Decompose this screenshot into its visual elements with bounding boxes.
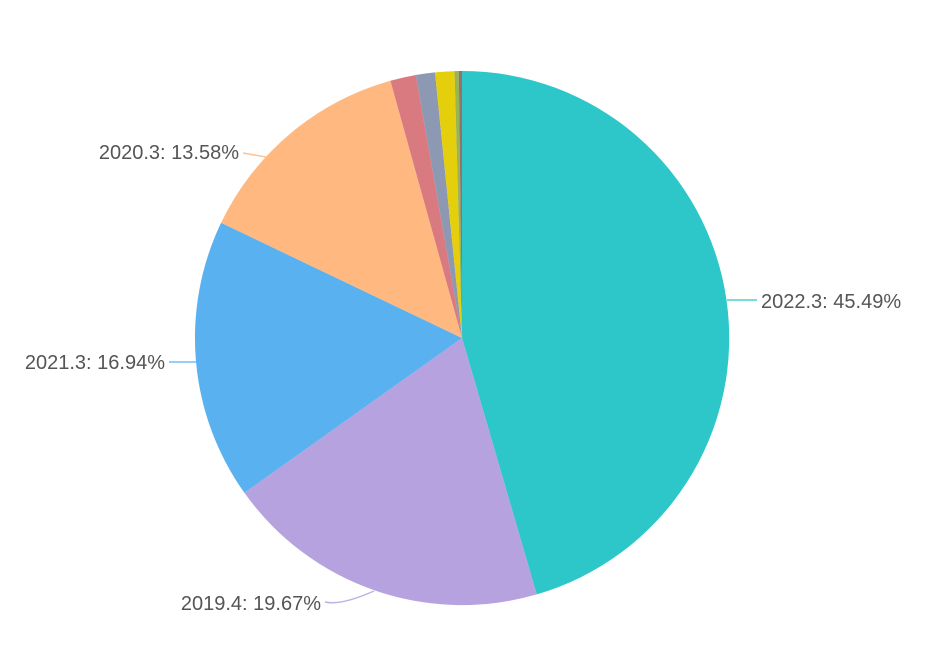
pie-slice-small-4[interactable]	[390, 75, 462, 338]
slice-label-2022.3: 2022.3: 45.49%	[761, 291, 901, 313]
pie-slice-2022.3[interactable]	[462, 70, 730, 595]
pie-slice-2019.4[interactable]	[244, 338, 537, 606]
leader-line-2020.3	[242, 152, 267, 158]
pie-slice-small-7[interactable]	[454, 71, 463, 338]
pie-slice-2020.3[interactable]	[221, 80, 462, 339]
pie-slice-2021.3[interactable]	[194, 222, 462, 493]
pie-slice-small-8[interactable]	[458, 70, 462, 338]
leader-line-2019.4	[324, 590, 375, 604]
slice-label-2021.3: 2021.3: 16.94%	[25, 352, 165, 374]
slice-label-2019.4: 2019.4: 19.67%	[181, 593, 321, 615]
pie-slice-small-5[interactable]	[415, 72, 462, 339]
pie-slice-small-6[interactable]	[435, 71, 462, 338]
slice-label-2020.3: 2020.3: 13.58%	[99, 142, 239, 164]
